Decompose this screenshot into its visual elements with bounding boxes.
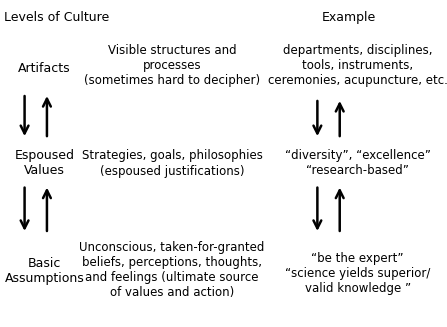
Text: Espoused
Values: Espoused Values (15, 149, 75, 178)
Text: departments, disciplines,
tools, instruments,
ceremonies, acupuncture, etc.: departments, disciplines, tools, instrum… (268, 44, 447, 87)
Text: Visible structures and
processes
(sometimes hard to decipher): Visible structures and processes (someti… (84, 44, 260, 87)
Text: Strategies, goals, philosophies
(espoused justifications): Strategies, goals, philosophies (espouse… (82, 149, 262, 178)
Text: Artifacts: Artifacts (18, 62, 71, 75)
Text: Example: Example (321, 11, 376, 25)
Text: Basic
Assumptions: Basic Assumptions (5, 257, 84, 285)
Text: Unconscious, taken-for-granted
beliefs, perceptions, thoughts,
and feelings (ult: Unconscious, taken-for-granted beliefs, … (80, 241, 265, 299)
Text: “diversity”, “excellence”
“research-based”: “diversity”, “excellence” “research-base… (285, 149, 430, 178)
Text: “be the expert”
“science yields superior/
valid knowledge ”: “be the expert” “science yields superior… (285, 251, 430, 295)
Text: Levels of Culture: Levels of Culture (4, 11, 110, 25)
